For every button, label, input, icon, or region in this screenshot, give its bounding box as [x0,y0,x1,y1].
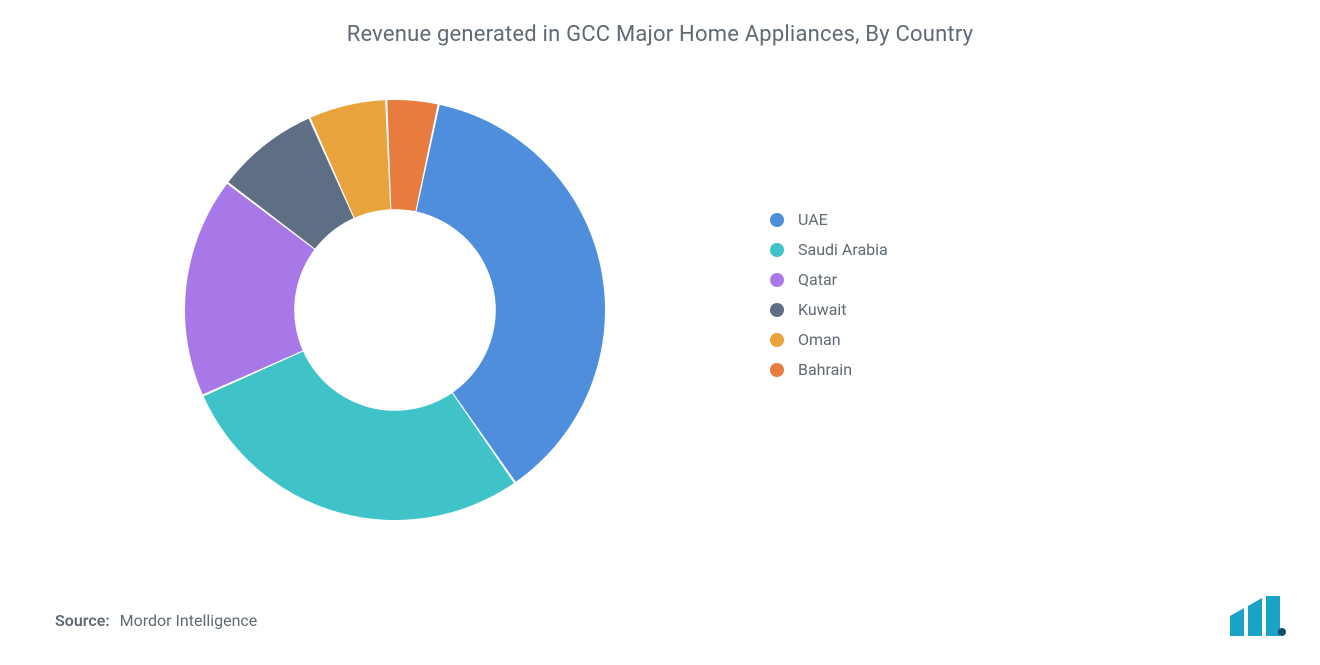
legend-item-bahrain: Bahrain [770,360,888,380]
legend-swatch [770,333,784,347]
legend-label: Qatar [798,270,837,290]
legend-swatch [770,273,784,287]
donut-slice-saudi-arabia [204,351,514,520]
source-value: Mordor Intelligence [120,611,258,630]
legend-item-uae: UAE [770,210,888,230]
legend-label: Bahrain [798,360,852,380]
legend-item-qatar: Qatar [770,270,888,290]
legend-swatch [770,243,784,257]
legend-item-oman: Oman [770,330,888,350]
legend: UAE Saudi Arabia Qatar Kuwait Oman Bahrain [770,210,888,390]
legend-item-saudi-arabia: Saudi Arabia [770,240,888,260]
legend-label: Kuwait [798,300,847,320]
legend-swatch [770,363,784,377]
chart-title: Revenue generated in GCC Major Home Appl… [0,22,1320,47]
legend-label: UAE [798,210,828,230]
source-label: Source: [55,611,110,630]
source-line: Source: Mordor Intelligence [55,611,257,630]
legend-swatch [770,213,784,227]
brand-logo [1226,596,1290,640]
donut-chart [180,95,610,525]
legend-item-kuwait: Kuwait [770,300,888,320]
legend-label: Saudi Arabia [798,240,888,260]
legend-swatch [770,303,784,317]
legend-label: Oman [798,330,841,350]
donut-svg [180,95,610,525]
